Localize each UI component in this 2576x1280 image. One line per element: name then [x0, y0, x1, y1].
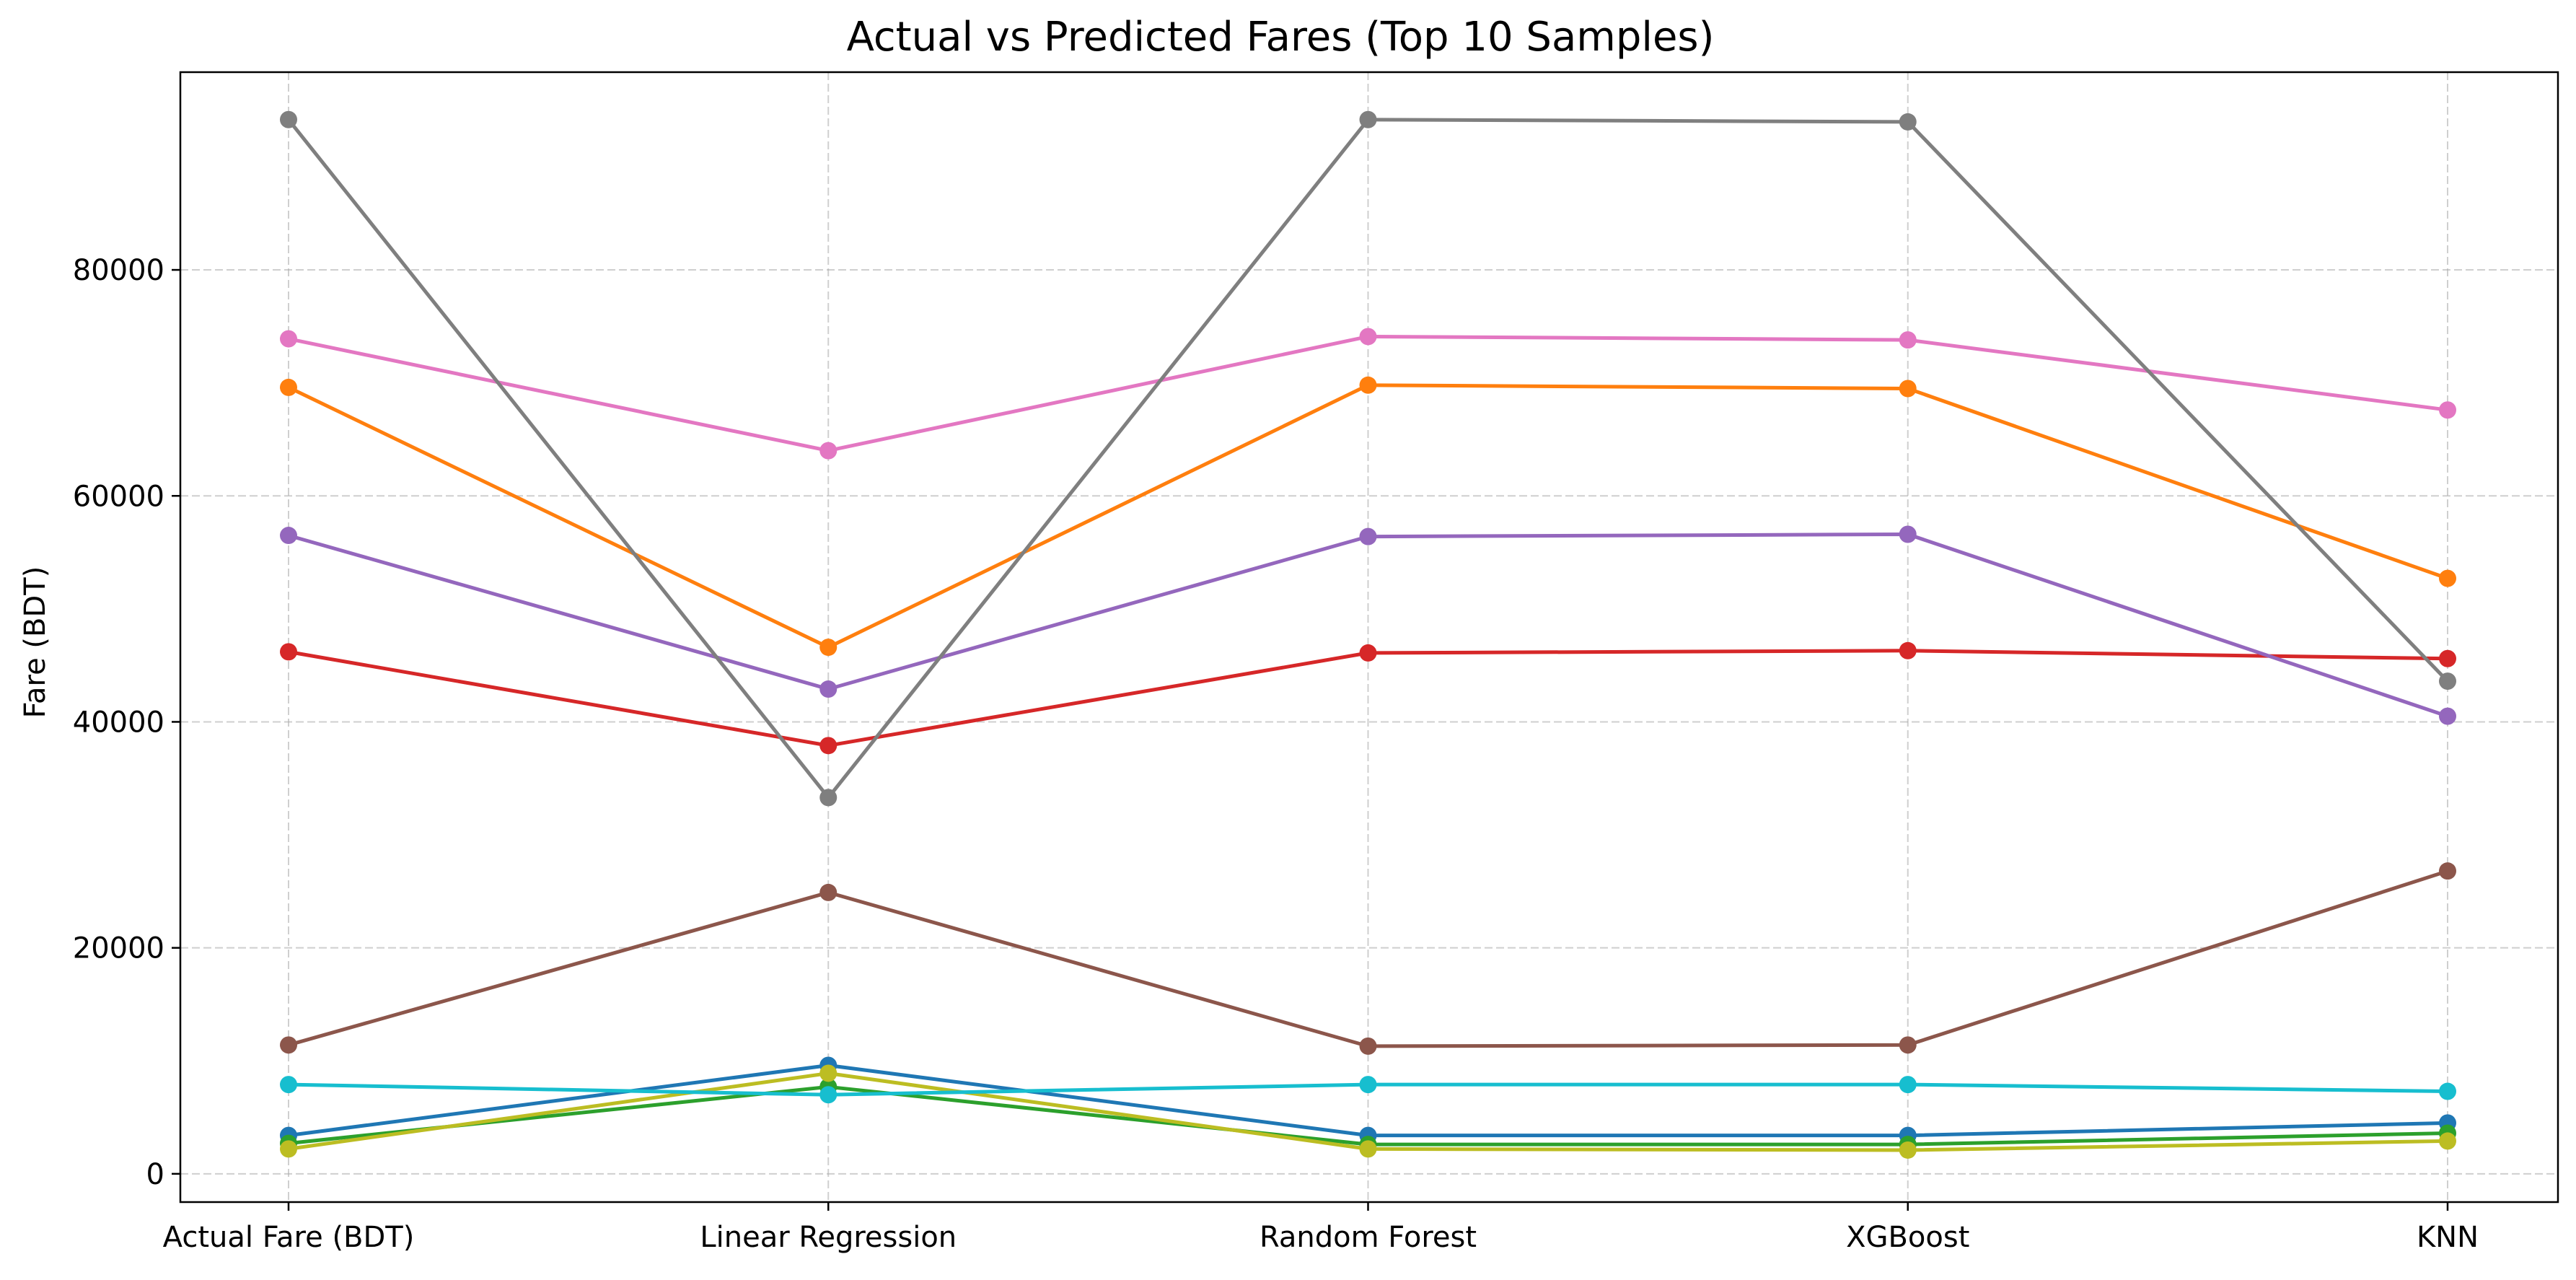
chart-title: Actual vs Predicted Fares (Top 10 Sample…	[847, 14, 1715, 61]
y-tick-label: 80000	[73, 254, 164, 287]
data-point	[819, 1086, 838, 1104]
plot-frame	[179, 71, 2559, 1204]
series-9	[280, 1064, 2456, 1159]
y-tick-label: 40000	[73, 706, 164, 739]
data-point	[1359, 376, 1377, 394]
data-point	[1359, 1140, 1377, 1158]
data-point	[2439, 707, 2456, 725]
x-tick-label: Linear Regression	[700, 1221, 957, 1254]
data-point	[1899, 1141, 1917, 1159]
data-point	[819, 1064, 838, 1082]
series-7	[280, 328, 2456, 460]
data-point	[1899, 1076, 1917, 1094]
data-point	[1899, 525, 1917, 543]
data-point	[280, 643, 297, 661]
data-point	[2439, 672, 2456, 691]
data-point	[2439, 1132, 2456, 1150]
data-point	[819, 883, 838, 901]
x-tick-label: XGBoost	[1846, 1221, 1969, 1254]
series-4	[280, 641, 2456, 755]
grid-lines	[180, 72, 2558, 1202]
series-8	[280, 110, 2456, 807]
data-point	[1899, 331, 1917, 349]
data-point	[1359, 527, 1377, 545]
y-tick-label: 0	[146, 1158, 164, 1191]
data-point	[2439, 862, 2456, 880]
data-point	[1359, 110, 1377, 128]
data-point	[280, 378, 297, 396]
y-tick-label: 60000	[73, 480, 164, 513]
x-tick-label: Actual Fare (BDT)	[163, 1221, 415, 1254]
y-tick-label: 20000	[73, 932, 164, 965]
y-axis-ticks: 0 20000 40000 60000 80000	[73, 254, 180, 1191]
data-point	[280, 110, 297, 128]
series-6	[280, 862, 2456, 1055]
data-point	[2439, 401, 2456, 419]
data-point	[1899, 113, 1917, 131]
data-point	[819, 789, 838, 807]
data-point	[280, 1140, 297, 1158]
data-point	[819, 680, 838, 698]
data-point	[1359, 644, 1377, 662]
series-10	[280, 1076, 2456, 1104]
data-point	[1359, 1037, 1377, 1055]
series-layer	[280, 110, 2456, 1159]
data-point	[2439, 1082, 2456, 1100]
x-tick-label: Random Forest	[1260, 1221, 1477, 1254]
x-tick-label: KNN	[2417, 1221, 2479, 1254]
data-point	[819, 639, 838, 657]
series-5	[280, 525, 2456, 725]
data-point	[280, 527, 297, 545]
data-point	[2439, 569, 2456, 587]
data-point	[819, 737, 838, 755]
y-axis-label: Fare (BDT)	[19, 566, 52, 719]
data-point	[1899, 641, 1917, 659]
data-point	[1899, 380, 1917, 398]
x-axis-ticks: Actual Fare (BDT) Linear Regression Random…	[163, 1202, 2479, 1254]
data-point	[280, 1076, 297, 1094]
data-point	[819, 442, 838, 460]
data-point	[1899, 1036, 1917, 1054]
series-2	[280, 376, 2456, 657]
data-point	[280, 330, 297, 348]
data-point	[1359, 1076, 1377, 1094]
data-point	[2439, 649, 2456, 667]
data-point	[1359, 328, 1377, 346]
data-point	[280, 1036, 297, 1054]
